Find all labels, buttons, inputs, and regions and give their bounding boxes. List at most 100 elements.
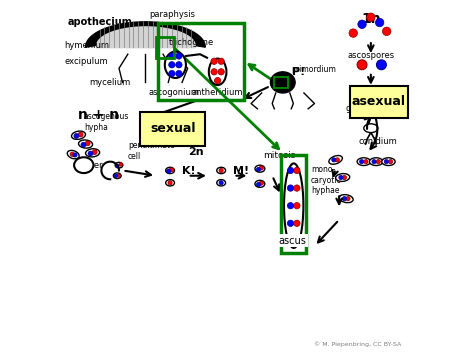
Circle shape	[259, 181, 264, 185]
Circle shape	[294, 202, 300, 209]
Circle shape	[218, 69, 224, 75]
Ellipse shape	[217, 180, 226, 186]
Circle shape	[88, 151, 93, 156]
Text: n + n: n + n	[79, 108, 119, 122]
Circle shape	[376, 159, 380, 164]
Ellipse shape	[209, 59, 227, 85]
Circle shape	[349, 29, 357, 37]
Circle shape	[342, 175, 346, 180]
Text: excipulum: excipulum	[64, 57, 108, 66]
Text: mycelium: mycelium	[89, 78, 130, 87]
Circle shape	[294, 167, 300, 174]
Ellipse shape	[255, 165, 265, 172]
Text: conidium: conidium	[358, 137, 397, 146]
Circle shape	[168, 181, 172, 185]
Circle shape	[117, 174, 120, 178]
Text: hymenium: hymenium	[64, 41, 109, 50]
Text: paraphysis: paraphysis	[149, 10, 195, 19]
Text: P!: P!	[292, 67, 305, 77]
Circle shape	[364, 159, 368, 164]
Circle shape	[92, 150, 97, 155]
Ellipse shape	[382, 158, 395, 165]
Circle shape	[256, 167, 261, 171]
Text: mono-
caryotic
hyphae: mono- caryotic hyphae	[311, 165, 342, 195]
Circle shape	[119, 163, 122, 166]
Circle shape	[287, 202, 294, 209]
Circle shape	[335, 158, 339, 162]
Circle shape	[372, 159, 376, 164]
Ellipse shape	[72, 131, 85, 140]
Text: ascogenous
hypha: ascogenous hypha	[84, 112, 129, 132]
Circle shape	[85, 141, 90, 146]
Ellipse shape	[86, 149, 100, 157]
Circle shape	[219, 168, 223, 173]
Circle shape	[176, 70, 182, 77]
Circle shape	[169, 53, 175, 59]
Polygon shape	[85, 22, 205, 47]
Text: M!: M!	[234, 166, 250, 176]
Text: 1n: 1n	[361, 11, 381, 26]
Ellipse shape	[364, 124, 378, 132]
Circle shape	[74, 133, 79, 138]
Circle shape	[287, 167, 294, 174]
Circle shape	[332, 158, 336, 162]
Circle shape	[166, 169, 171, 173]
Circle shape	[389, 159, 392, 164]
Circle shape	[169, 168, 173, 172]
Circle shape	[360, 159, 364, 164]
Circle shape	[169, 70, 175, 77]
Circle shape	[294, 220, 300, 226]
Text: primordium: primordium	[292, 65, 337, 74]
Ellipse shape	[271, 72, 295, 93]
Circle shape	[376, 60, 386, 70]
Ellipse shape	[113, 173, 121, 179]
Circle shape	[358, 20, 366, 28]
Circle shape	[78, 132, 83, 137]
Circle shape	[375, 18, 384, 27]
Ellipse shape	[329, 155, 342, 164]
Ellipse shape	[115, 162, 123, 168]
Circle shape	[287, 185, 294, 191]
Text: mitosis: mitosis	[264, 151, 296, 160]
Ellipse shape	[166, 180, 174, 186]
Ellipse shape	[357, 158, 371, 165]
Circle shape	[287, 220, 294, 226]
Circle shape	[81, 142, 86, 147]
Text: trichogyne: trichogyne	[169, 38, 214, 48]
Ellipse shape	[217, 167, 226, 174]
Circle shape	[114, 174, 118, 178]
Circle shape	[211, 58, 217, 65]
Circle shape	[357, 60, 367, 70]
Circle shape	[384, 159, 389, 164]
FancyBboxPatch shape	[140, 112, 205, 146]
Ellipse shape	[79, 140, 92, 148]
Text: penultimate
cell: penultimate cell	[128, 141, 174, 161]
Circle shape	[366, 13, 375, 21]
Circle shape	[294, 185, 300, 191]
Text: crozier: crozier	[75, 161, 104, 170]
Circle shape	[116, 164, 119, 168]
Ellipse shape	[339, 195, 353, 203]
Circle shape	[342, 197, 346, 201]
Ellipse shape	[165, 51, 186, 78]
Text: ascogonium: ascogonium	[148, 88, 199, 97]
Text: sexual: sexual	[150, 122, 196, 135]
Text: apothecium: apothecium	[68, 17, 133, 27]
Text: K!: K!	[182, 166, 196, 176]
Ellipse shape	[74, 157, 93, 173]
Circle shape	[214, 77, 221, 84]
Ellipse shape	[369, 158, 383, 165]
Text: antheridium: antheridium	[192, 88, 243, 97]
Text: asexual: asexual	[352, 95, 406, 108]
Ellipse shape	[284, 163, 303, 248]
Text: ascus: ascus	[279, 236, 307, 246]
Text: 2n: 2n	[188, 147, 203, 157]
Circle shape	[176, 62, 182, 68]
Circle shape	[169, 62, 175, 68]
FancyBboxPatch shape	[350, 86, 408, 118]
Circle shape	[219, 181, 223, 185]
Circle shape	[256, 182, 261, 187]
Ellipse shape	[255, 180, 265, 187]
Circle shape	[211, 69, 217, 75]
Text: germination: germination	[345, 104, 396, 113]
